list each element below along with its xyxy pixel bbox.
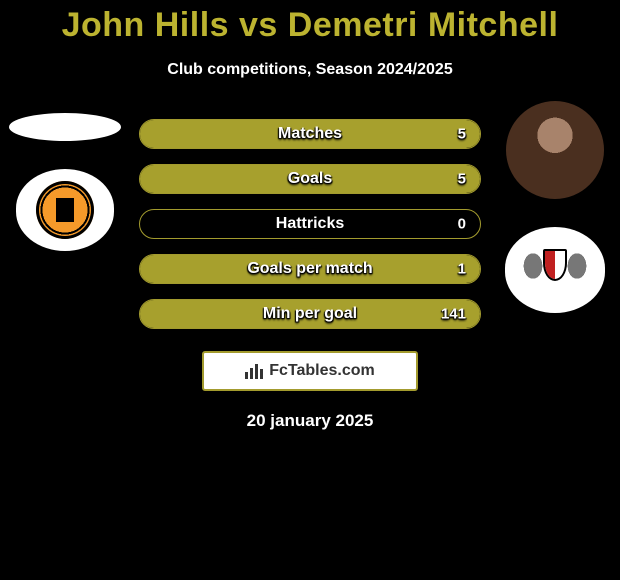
stat-label: Goals [288,170,332,188]
stat-value-right: 1 [458,261,466,278]
stat-value-right: 5 [458,171,466,188]
stat-value-right: 141 [441,306,466,323]
stat-label: Matches [278,125,342,143]
stat-bars: Matches 5 Goals 5 Hattricks 0 [139,119,481,329]
bar-chart-icon [245,363,263,379]
comparison-card: { "title": "John Hills vs Demetri Mitche… [0,0,620,580]
brand-link[interactable]: FcTables.com [202,351,418,391]
blackpool-crest-icon [36,181,94,239]
player-avatar-right [506,101,604,199]
player-avatar-left [9,113,121,141]
stat-bar: Goals 5 [139,164,481,194]
page-title: John Hills vs Demetri Mitchell [0,6,620,45]
comparison-body: Matches 5 Goals 5 Hattricks 0 [0,113,620,329]
club-crest-right [505,227,605,313]
stat-label: Min per goal [263,305,357,323]
stat-bar: Hattricks 0 [139,209,481,239]
brand-text: FcTables.com [269,362,375,380]
snapshot-date: 20 january 2025 [0,411,620,431]
exeter-crest-icon [522,245,588,295]
stat-label: Hattricks [276,215,344,233]
subtitle: Club competitions, Season 2024/2025 [0,61,620,79]
club-crest-left [16,169,114,251]
stat-bar: Goals per match 1 [139,254,481,284]
stat-bar: Matches 5 [139,119,481,149]
stat-bar: Min per goal 141 [139,299,481,329]
stat-label: Goals per match [247,260,372,278]
left-column [9,113,121,251]
stat-value-right: 0 [458,216,466,233]
right-column [499,113,611,313]
stat-value-right: 5 [458,126,466,143]
